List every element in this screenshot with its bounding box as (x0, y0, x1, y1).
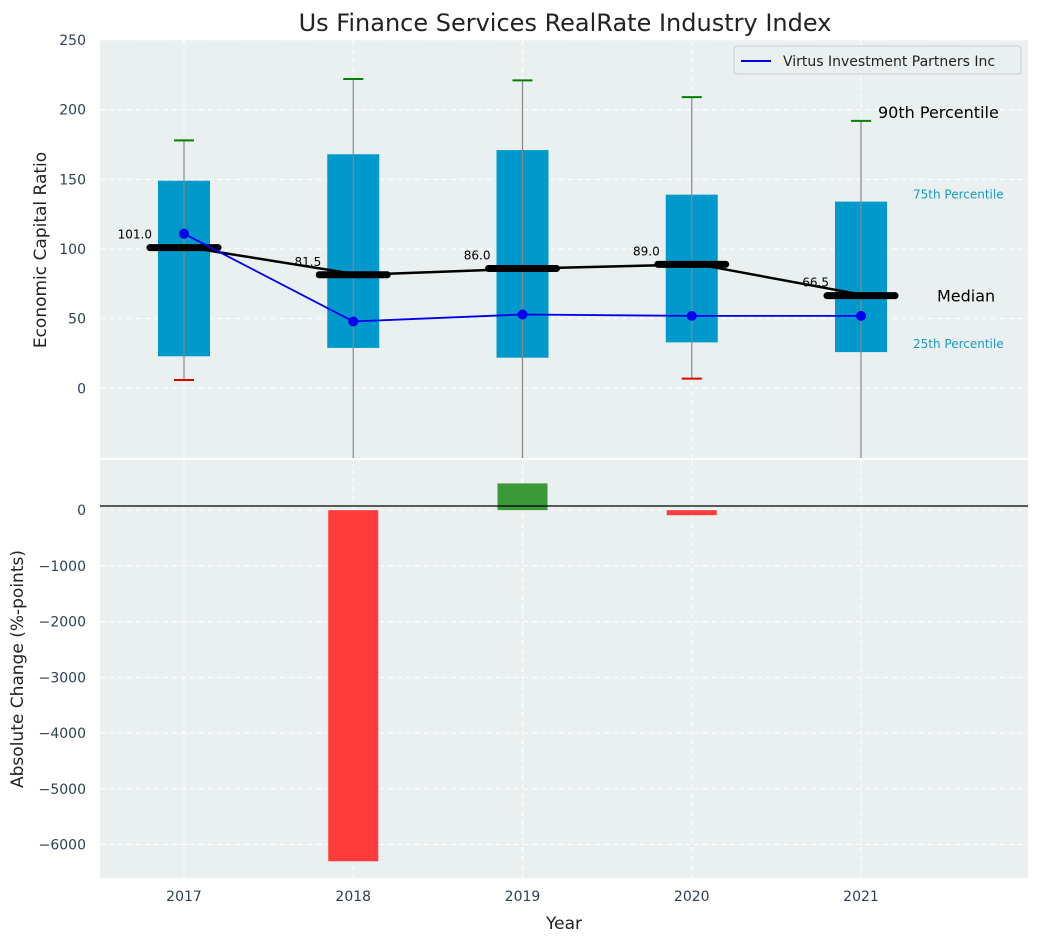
bottom-grid (100, 460, 1028, 878)
negative-change-bar (328, 510, 379, 862)
top-y-ticks: 0 50 100 150 200 250 (59, 33, 86, 397)
percentile-annotations: 90th Percentile 75th Percentile Median 25th… (878, 103, 1004, 351)
bottom-y-tick-label: −6000 (39, 838, 86, 854)
x-ticks: 2017 2018 2019 2020 2021 (166, 889, 879, 905)
annotation-median: Median (937, 287, 995, 306)
top-y-tick-label: 200 (59, 103, 86, 119)
company-point (179, 228, 189, 239)
box-plot-group (158, 78, 887, 458)
top-y-tick-label: 250 (59, 33, 86, 49)
x-tick-label: 2021 (843, 889, 879, 905)
legend-label: Virtus Investment Partners Inc (783, 54, 995, 70)
annotation-p90: 90th Percentile (878, 103, 999, 122)
company-point (686, 310, 697, 321)
bottom-y-tick-label: −1000 (39, 559, 86, 575)
bottom-y-tick-label: 0 (77, 503, 86, 519)
company-point (856, 310, 866, 321)
company-line-group (179, 228, 866, 327)
top-y-tick-label: 50 (68, 312, 86, 328)
bottom-panel: 0 −1000 −2000 −3000 −4000 −5000 −6000 Absolute… (8, 460, 1028, 878)
x-tick-label: 2018 (335, 889, 371, 905)
top-y-axis-label: Economic Capital Ratio (31, 152, 51, 348)
top-panel: 0 50 100 150 200 250 101.0 81.5 86.0 89.0 66.5 90… (31, 33, 1028, 458)
top-y-tick-label: 150 (59, 172, 86, 188)
legend-box (733, 45, 1022, 75)
median-value-label: 89.0 (633, 244, 660, 258)
bottom-y-tick-label: −2000 (39, 615, 86, 631)
top-y-tick-label: 100 (59, 242, 86, 258)
change-bars-group (328, 483, 717, 862)
annotation-p75: 75th Percentile (913, 188, 1004, 202)
x-tick-label: 2017 (166, 889, 202, 905)
chart-title: Us Finance Services RealRate Industry In… (299, 9, 832, 37)
median-line-group: 101.0 81.5 86.0 89.0 66.5 (118, 228, 899, 300)
bottom-y-axis-label: Absolute Change (%-points) (8, 550, 28, 788)
legend: Virtus Investment Partners Inc (733, 45, 1022, 75)
annotation-p25: 25th Percentile (913, 337, 1004, 351)
bottom-y-tick-label: −5000 (39, 782, 86, 798)
x-tick-label: 2020 (674, 889, 710, 905)
x-axis-label: Year (545, 914, 582, 934)
top-y-tick-label: 0 (77, 381, 86, 397)
median-value-label: 86.0 (464, 249, 491, 263)
bottom-y-tick-label: −4000 (39, 726, 86, 742)
bottom-y-tick-label: −3000 (39, 670, 86, 686)
x-tick-label: 2019 (505, 889, 541, 905)
median-value-label: 66.5 (802, 276, 829, 290)
company-point (348, 316, 359, 327)
bottom-y-ticks: 0 −1000 −2000 −3000 −4000 −5000 −6000 (39, 503, 86, 853)
bottom-panel-background (100, 460, 1028, 878)
negative-change-bar (666, 510, 717, 516)
median-value-label: 101.0 (118, 228, 152, 242)
median-value-label: 81.5 (295, 255, 322, 269)
company-point (517, 309, 528, 320)
